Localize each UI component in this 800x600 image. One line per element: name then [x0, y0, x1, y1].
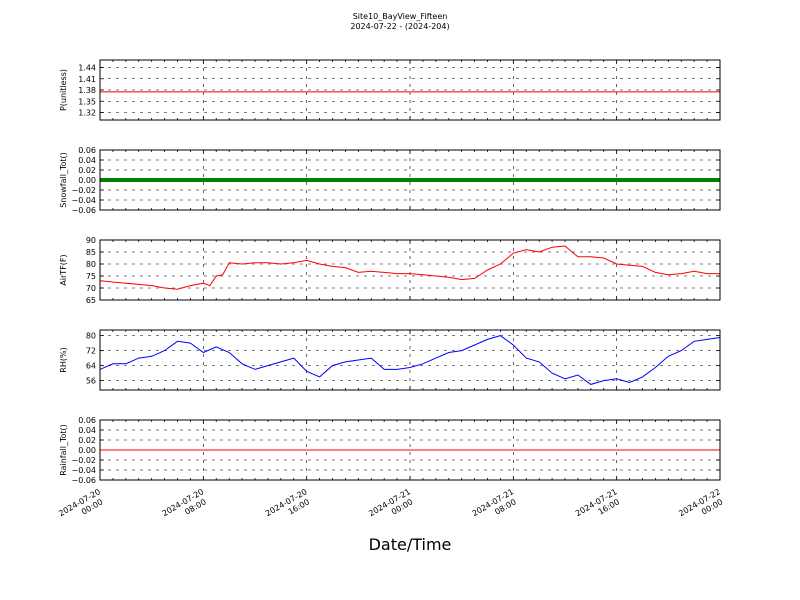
plot-frame [99, 149, 721, 211]
subplot-3: 90 85 80 75 70 65 AirTF(F) [59, 236, 721, 305]
y-tick-label: 1.41 [78, 75, 96, 84]
y-axis-label: P(unitless) [59, 69, 68, 111]
y-tick-label: 1.32 [78, 109, 96, 118]
y-tick-label: 0.00 [78, 446, 96, 455]
y-tick-label: −0.04 [71, 466, 96, 475]
y-tick-label: 0.04 [78, 156, 96, 165]
y-tick-label: 65 [86, 296, 96, 305]
y-tick-label: −0.06 [71, 206, 96, 215]
y-tick-label: 90 [86, 236, 96, 245]
y-tick-label: 0.00 [78, 176, 96, 185]
series-line [99, 245, 720, 290]
y-tick-label: 75 [86, 272, 96, 281]
subplot-2: 0.060.040.020.00−0.02−0.04−0.06Snowfall_… [59, 146, 721, 215]
y-tick-label: 80 [86, 260, 96, 269]
x-axis-label: Date/Time [369, 535, 452, 554]
subplot-5: 0.060.040.020.00−0.02−0.04−0.06Rainfall_… [59, 416, 721, 485]
y-tick-label: 85 [86, 248, 96, 257]
y-tick-label: −0.04 [71, 196, 96, 205]
y-tick-label: 56 [86, 377, 96, 386]
y-axis-label: RH(%) [59, 347, 68, 372]
y-tick-label: 80 [86, 332, 96, 341]
y-axis-label: AirTF(F) [59, 254, 68, 285]
y-axis-label: Snowfall_Tot() [59, 152, 68, 208]
y-tick-label: 1.44 [78, 64, 96, 73]
y-tick-label: 0.06 [78, 146, 96, 155]
y-tick-label: 64 [86, 362, 96, 371]
chart-title: Site10_BayView_Fifteen [353, 12, 448, 21]
y-tick-label: −0.06 [71, 476, 96, 485]
plot-frame [99, 329, 721, 391]
y-tick-label: 70 [86, 284, 96, 293]
subplot-1: 1.44 1.41 1.38 1.35 1.32 P(unitless) [59, 59, 721, 121]
y-axis-label: Rainfall_Tot() [59, 424, 68, 476]
y-tick-label: 1.35 [78, 97, 96, 106]
y-tick-label: −0.02 [71, 186, 96, 195]
y-tick-label: −0.02 [71, 456, 96, 465]
plot-frame [99, 59, 721, 121]
y-tick-label: 0.06 [78, 416, 96, 425]
subplot-4: 80 72 64 56 RH(%) [59, 329, 721, 391]
y-tick-label: 0.02 [78, 166, 96, 175]
plot-frame [99, 419, 721, 481]
y-tick-label: 1.38 [78, 86, 96, 95]
plot-frame [99, 239, 721, 301]
y-tick-label: 0.02 [78, 436, 96, 445]
chart-subtitle: 2024-07-22 - (2024-204) [350, 22, 449, 31]
y-tick-label: 0.04 [78, 426, 96, 435]
series-line [99, 335, 721, 385]
y-tick-label: 72 [86, 347, 96, 356]
